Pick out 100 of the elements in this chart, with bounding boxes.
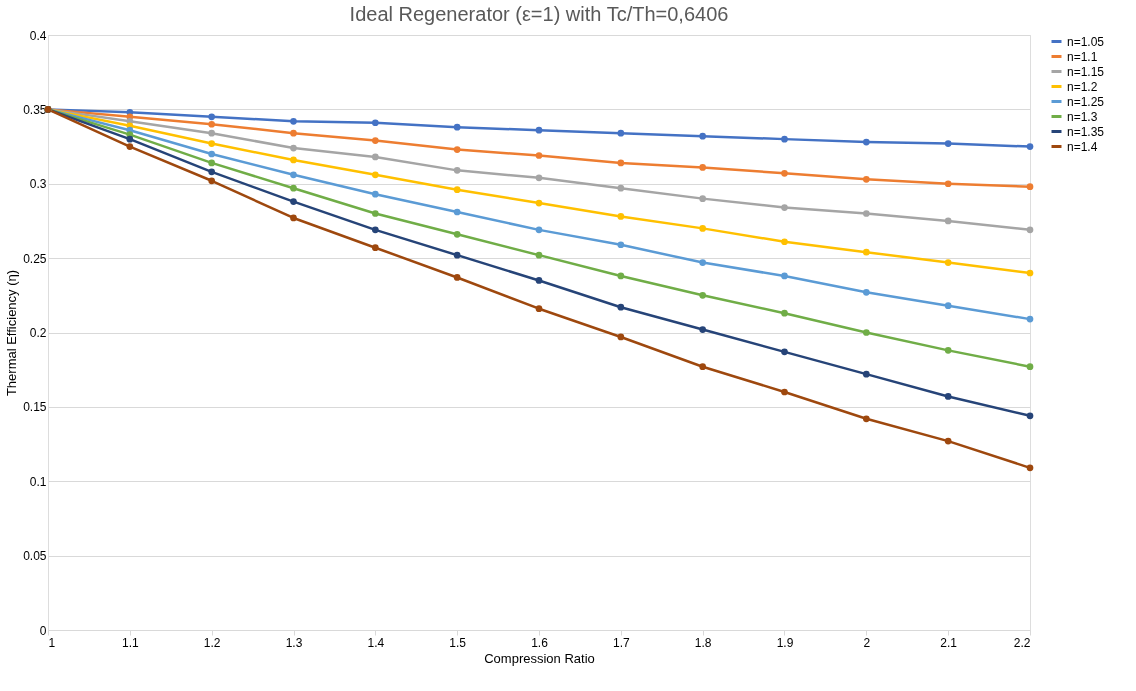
point [208,129,216,137]
point [781,169,788,177]
point [535,126,543,134]
point [617,241,625,249]
point [617,129,625,137]
point [453,208,461,216]
legend-label: n=1.15 [1067,64,1105,79]
point [453,123,461,131]
point [699,259,707,266]
point [617,333,625,341]
legend-label: n=1.4 [1067,139,1098,154]
point [781,135,788,143]
point [208,177,216,185]
point [1026,464,1034,472]
point [1026,412,1034,420]
point [699,225,707,232]
x-tick-label: 1 [48,635,56,650]
point [617,303,625,311]
point [781,204,788,211]
x-tick-label: 1.7 [612,635,630,650]
x-tick-label: 2 [863,635,871,650]
point [944,217,952,225]
point [699,195,707,202]
point [371,137,379,144]
point [290,198,297,205]
point [944,347,952,354]
point [535,152,543,159]
x-tick-label: 1.1 [121,635,139,650]
point [371,171,379,179]
point [862,370,870,378]
point [290,117,297,125]
point [699,363,707,371]
y-tick-label: 0.2 [29,326,47,340]
point [1026,183,1034,191]
point [290,171,297,179]
x-tick-label: 1.8 [694,635,712,650]
point [453,230,461,238]
point [699,291,707,299]
point [1026,226,1034,234]
x-axis-title: Compression Ratio [484,650,595,666]
point [862,175,870,183]
point [944,140,952,147]
x-tick-label: 1.3 [285,635,303,650]
point [208,168,216,176]
y-tick-label: 0.15 [23,400,47,415]
point [535,277,543,284]
x-tick-label: 1.2 [203,635,221,650]
legend-label: n=1.2 [1067,79,1098,94]
point [862,210,870,217]
point [290,214,297,222]
point [617,272,625,280]
point [1026,269,1034,277]
point [208,113,216,121]
legend-label: n=1.25 [1067,94,1105,109]
x-tick-label: 1.5 [449,635,467,650]
point [862,288,870,296]
point [371,190,379,198]
point [371,153,379,161]
point [944,437,952,445]
legend-label: n=1.3 [1067,109,1098,124]
point [617,184,625,192]
y-axis-title: Thermal Efficiency (η) [4,269,20,397]
point [208,120,216,128]
legend-label: n=1.05 [1067,34,1105,49]
x-tick-label: 2.1 [940,635,958,650]
point [535,305,543,313]
point [781,388,788,396]
point [290,184,297,192]
y-tick-label: 0.25 [23,251,47,266]
x-tick-label: 1.4 [367,635,385,650]
x-tick-label: 2.2 [1013,635,1031,650]
y-tick-label: 0.3 [29,177,47,192]
point [371,226,379,234]
point [781,348,788,356]
y-tick-label: 0.4 [29,28,47,43]
y-tick-label: 0 [39,623,47,638]
point [862,329,870,336]
legend-label: n=1.35 [1067,124,1105,139]
point [290,144,297,152]
point [617,159,625,167]
point [781,309,788,317]
point [453,251,461,259]
point [126,143,134,150]
point [371,119,379,127]
point [453,274,461,281]
point [453,186,461,194]
point [699,164,707,171]
point [290,156,297,164]
point [126,135,134,143]
point [208,140,216,147]
chart-title: Ideal Regenerator (ε=1) with Tc/Th=0,6406 [349,3,729,25]
point [862,415,870,423]
point [453,167,461,174]
point [535,251,543,259]
y-tick-label: 0.35 [23,102,47,117]
point [371,210,379,217]
point [208,150,216,158]
point [535,226,543,234]
point [535,199,543,207]
point [290,129,297,137]
